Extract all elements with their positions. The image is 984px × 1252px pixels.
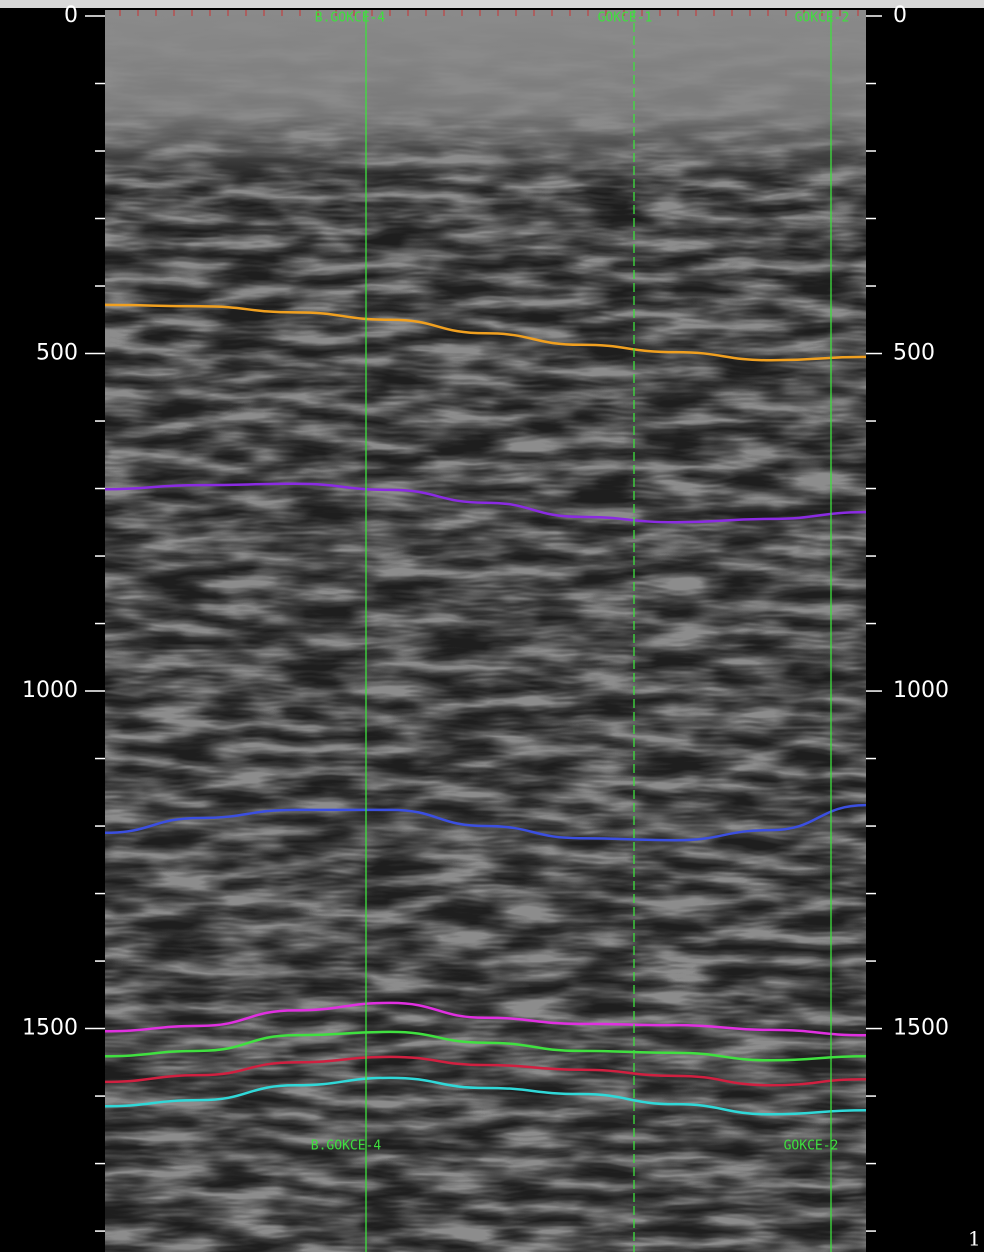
horizon [105,1030,866,1062]
left-tick-label: 1000 [22,678,78,703]
horizon [105,1055,866,1087]
seismic-panel [105,10,866,1252]
left-tick-label: 0 [64,3,78,28]
horizon [105,482,866,524]
well-bottom-label: GOKCE-2 [784,1139,839,1154]
left-tick-label: 1500 [22,1016,78,1041]
overlay [105,10,866,1252]
horizon [105,803,866,842]
top-bar [0,0,984,8]
horizon [105,303,866,362]
right-tick-label: 0 [893,3,907,28]
well-top-label: B.GOKCE-4 [315,11,386,26]
right-tick-label: 1500 [893,1016,949,1041]
horizon [105,1001,866,1037]
right-tick-label: 500 [893,341,935,366]
well-top-label: GOKCE-2 [795,11,850,26]
axes: 0 0 500 500 1000 1000 1500 1500 B.GOKCE-4 B.GOKCE… [22,3,949,1232]
top-mute [105,10,866,1252]
page-number: 1 [968,1227,981,1251]
right-tick-label: 1000 [893,678,949,703]
well-bottom-label: B.GOKCE-4 [311,1139,382,1154]
left-tick-label: 500 [36,341,78,366]
horizon [105,1076,866,1116]
well-top-label: GOKCE-1 [598,11,653,26]
